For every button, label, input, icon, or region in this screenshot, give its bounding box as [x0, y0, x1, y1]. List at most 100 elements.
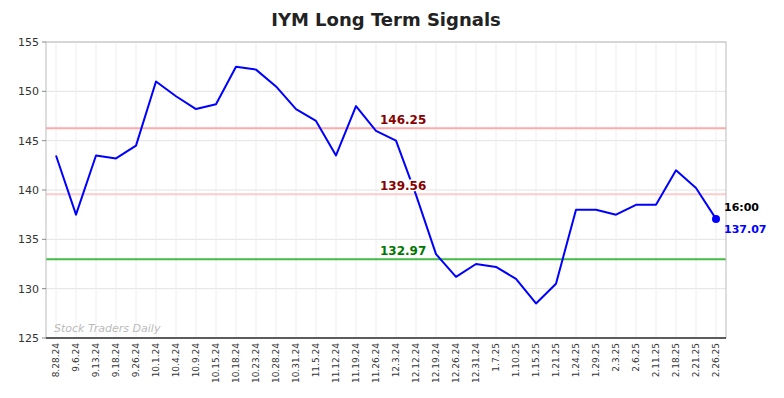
x-tick-label: 10.23.24	[251, 343, 261, 383]
reference-label: 139.56	[380, 179, 426, 193]
chart-container: Stock Traders Daily146.25139.56132.9716:…	[0, 0, 784, 398]
y-grid-line	[46, 239, 726, 240]
plot-background	[46, 42, 726, 338]
end-dot	[712, 215, 720, 223]
x-grid-line	[656, 42, 657, 338]
y-tick-label: 135	[18, 233, 39, 246]
x-tick-label: 11.19.24	[351, 343, 361, 383]
x-tick-label: 9.18.24	[111, 343, 121, 378]
x-tick-label: 10.28.24	[271, 343, 281, 383]
x-grid-line	[336, 42, 337, 338]
reference-line	[46, 127, 726, 129]
x-grid-line	[136, 42, 137, 338]
y-grid-line	[46, 91, 726, 92]
chart-svg: Stock Traders Daily146.25139.56132.9716:…	[0, 0, 784, 398]
x-tick-label: 2.6.25	[631, 343, 641, 372]
x-tick-label: 10.15.24	[211, 343, 221, 383]
x-tick-label: 12.26.24	[451, 343, 461, 383]
y-axis: 125 130 135 140 145 150 155	[18, 36, 46, 345]
y-grid-line	[46, 140, 726, 141]
y-grid-line	[46, 288, 726, 289]
x-tick-label: 2.3.25	[611, 343, 621, 372]
x-grid-line	[716, 42, 717, 338]
x-tick-label: 12.31.24	[471, 343, 481, 383]
x-tick-label: 10.18.24	[231, 343, 241, 383]
x-grid-line	[176, 42, 177, 338]
x-grid-line	[376, 42, 377, 338]
plot-frame	[46, 42, 726, 338]
x-tick-label: 12.12.24	[411, 343, 421, 383]
reference-line	[46, 258, 726, 260]
x-grid-line	[296, 42, 297, 338]
x-grid-line	[236, 42, 237, 338]
y-tick	[42, 190, 46, 191]
x-tick-label: 8.28.24	[51, 343, 61, 378]
x-grid-line	[576, 42, 577, 338]
x-grid-line	[456, 42, 457, 338]
y-tick	[42, 91, 46, 92]
grid	[46, 42, 726, 338]
y-grid-line	[46, 338, 726, 339]
x-grid-line	[496, 42, 497, 338]
y-tick	[42, 239, 46, 240]
reference-line	[46, 193, 726, 195]
y-tick-label: 145	[18, 135, 39, 148]
x-grid-line	[316, 42, 317, 338]
x-tick-label: 9.13.24	[91, 343, 101, 378]
x-grid-line	[196, 42, 197, 338]
x-grid-line	[676, 42, 677, 338]
y-tick-label: 140	[18, 184, 39, 197]
y-tick-label: 125	[18, 332, 39, 345]
y-tick	[42, 42, 46, 43]
x-tick-label: 2.11.25	[651, 343, 661, 377]
x-tick-label: 1.7.25	[491, 343, 501, 372]
x-tick-label: 11.26.24	[371, 343, 381, 383]
x-tick-label: 10.4.24	[171, 343, 181, 378]
chart-title: IYM Long Term Signals	[271, 9, 501, 30]
x-axis: 8.28.24 9.6.24 9.13.24 9.18.24 9.26.24 10.1.2…	[51, 343, 721, 383]
end-price-label: 137.07	[724, 223, 766, 236]
reference-label: 146.25	[380, 113, 426, 127]
x-grid-line	[476, 42, 477, 338]
watermark: Stock Traders Daily	[54, 322, 161, 335]
y-tick	[42, 288, 46, 289]
y-tick-label: 155	[18, 36, 39, 49]
x-tick-label: 12.19.24	[431, 343, 441, 383]
x-grid-line	[536, 42, 537, 338]
x-tick-label: 9.6.24	[71, 343, 81, 372]
x-tick-label: 11.12.24	[331, 343, 341, 383]
x-grid-line	[636, 42, 637, 338]
x-tick-label: 9.26.24	[131, 343, 141, 378]
x-grid-line	[356, 42, 357, 338]
data-group	[46, 67, 726, 304]
x-tick-label: 10.31.24	[291, 343, 301, 383]
x-tick-label: 10.9.24	[191, 343, 201, 378]
price-line	[56, 67, 716, 304]
x-tick-label: 1.29.25	[591, 343, 601, 377]
x-grid-line	[596, 42, 597, 338]
x-tick-label: 1.21.25	[551, 343, 561, 377]
y-tick-label: 150	[18, 85, 39, 98]
x-grid-line	[216, 42, 217, 338]
x-axis-line	[46, 337, 726, 339]
x-tick-label: 2.21.25	[691, 343, 701, 377]
x-tick-label: 2.18.25	[671, 343, 681, 377]
x-tick-label: 11.5.24	[311, 343, 321, 378]
x-grid-line	[116, 42, 117, 338]
x-grid-line	[76, 42, 77, 338]
x-grid-line	[256, 42, 257, 338]
y-tick	[42, 338, 46, 339]
x-grid-line	[156, 42, 157, 338]
y-tick	[42, 140, 46, 141]
y-tick-label: 130	[18, 283, 39, 296]
end-time-label: 16:00	[724, 201, 759, 214]
x-grid-line	[96, 42, 97, 338]
x-tick-label: 10.1.24	[151, 343, 161, 378]
x-tick-label: 12.3.24	[391, 343, 401, 378]
x-grid-line	[616, 42, 617, 338]
x-tick-label: 1.15.25	[531, 343, 541, 377]
x-tick-label: 2.26.25	[711, 343, 721, 377]
x-grid-line	[56, 42, 57, 338]
x-grid-line	[516, 42, 517, 338]
x-grid-line	[436, 42, 437, 338]
